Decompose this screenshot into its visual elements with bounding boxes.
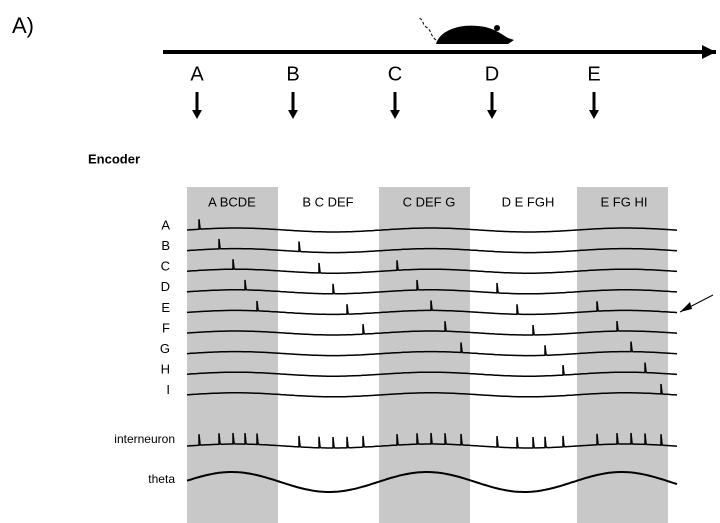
- row-label: H: [161, 362, 170, 377]
- figure: A) Encoder ABCDEA BCDEB C DEFC DEF GD E …: [0, 0, 720, 523]
- position-arrowhead: [589, 110, 599, 119]
- pointer-arrowhead: [680, 302, 692, 312]
- row-label: G: [160, 341, 170, 356]
- theta-label: theta: [148, 472, 175, 486]
- track-arrowhead: [702, 45, 716, 59]
- cycle-label: C DEF G: [403, 194, 456, 209]
- position-arrowhead: [390, 110, 400, 119]
- row-label: E: [161, 300, 170, 315]
- position-label: A: [190, 63, 204, 85]
- row-label: F: [162, 320, 170, 335]
- position-label: E: [587, 63, 600, 85]
- row-label: A: [161, 217, 170, 232]
- cycle-label: D E FGH: [502, 194, 555, 209]
- position-label: D: [485, 63, 499, 85]
- position-label: B: [286, 63, 299, 85]
- position-arrowhead: [192, 110, 202, 119]
- cycle-label: B C DEF: [302, 194, 353, 209]
- row-label: C: [161, 259, 170, 274]
- row-label: D: [161, 279, 170, 294]
- rat: [419, 18, 514, 44]
- position-arrowhead: [487, 110, 497, 119]
- row-label: B: [161, 238, 170, 253]
- cycle-label: E FG HI: [601, 194, 648, 209]
- position-arrowhead: [288, 110, 298, 119]
- panel-label: A): [12, 13, 34, 38]
- position-label: C: [388, 63, 402, 85]
- row-label: I: [166, 382, 170, 397]
- cycle-label: A BCDE: [208, 194, 256, 209]
- encoder-title: Encoder: [88, 151, 140, 166]
- interneuron-label: interneuron: [114, 432, 175, 446]
